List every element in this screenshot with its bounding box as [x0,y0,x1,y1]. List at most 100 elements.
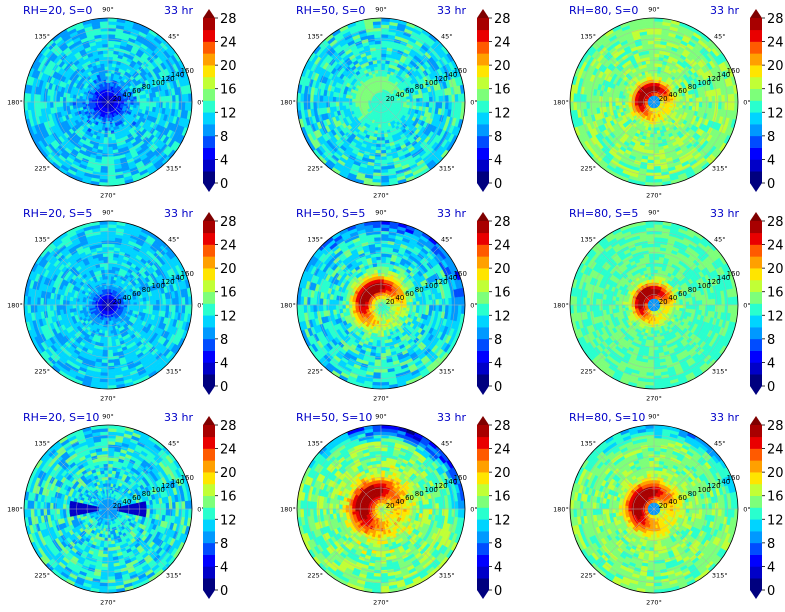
colorbar-segment [203,41,215,54]
contour-cell [338,101,343,107]
contour-cell [309,101,314,110]
colorbar-segment [750,65,762,78]
angle-label: 135° [580,33,596,41]
contour-cell [361,99,366,103]
contour-cell [107,59,113,64]
colorbar-segment [750,100,762,113]
contour-cell [648,153,655,158]
contour-cell [711,101,716,109]
contour-cell [646,33,655,38]
contour-cell [107,166,116,171]
contour-cell [624,98,629,103]
contour-cell [653,40,661,45]
contour-cell [380,56,386,61]
contour-cell [682,98,687,103]
contour-cell [81,99,86,103]
contour-cell [146,97,151,103]
radial-tick-label: 80 [142,83,151,91]
contour-cell [380,146,387,151]
contour-cell [380,66,385,71]
contour-cell [69,97,73,103]
contour-cell [107,46,114,51]
radial-tick-label: 80 [415,83,424,91]
contour-cell [325,96,330,103]
contour-cell [39,101,44,110]
contour-cell [432,101,437,108]
polar-frame [296,17,466,187]
contour-cell [419,101,424,107]
contour-cell [708,95,713,103]
contour-cell [461,101,465,112]
contour-cell [104,69,109,74]
contour-cell [647,156,655,161]
contour-cell [653,53,660,58]
contour-cell [608,97,613,103]
contour-cell [374,159,382,164]
contour-cell [380,40,388,45]
contour-cell [100,166,109,171]
contour-cell [373,166,382,171]
contour-cell [378,117,382,122]
contour-cell [650,133,655,138]
contour-cell [380,85,383,90]
contour-cell [175,101,180,110]
contour-cell [155,101,160,108]
contour-cell [653,140,659,145]
contour-cell [107,133,112,138]
contour-cell [175,94,180,103]
contour-cell [676,101,681,105]
contour-cell [627,99,632,103]
contour-cell [378,124,382,129]
contour-cell [682,101,687,106]
contour-cell [615,97,619,103]
angle-label: 90° [102,6,114,14]
contour-cell [615,101,619,107]
contour-cell [380,82,384,87]
contour-cell [152,96,157,103]
contour-cell [373,33,382,38]
radial-tick-label: 160 [181,67,194,75]
contour-cell [653,146,660,151]
contour-cell [102,46,109,51]
colorbar-segment [477,53,489,66]
contour-cell [718,101,723,110]
radial-tick-label: 20 [386,95,395,103]
colorbar-segment [477,18,489,31]
colorbar-extend-bottom [750,183,762,192]
contour-cell [380,69,385,74]
contour-cell [325,101,330,108]
contour-cell [123,101,128,105]
contour-cell [618,98,623,103]
contour-cell [637,100,642,103]
contour-cell [685,101,690,106]
contour-cell [155,96,160,103]
radial-tick-label: 40 [122,91,131,99]
radial-tick-label: 60 [405,87,414,95]
contour-cell [375,50,382,55]
contour-cell [721,101,726,110]
colorbar-tick-label: 28 [220,12,237,27]
contour-cell [701,96,706,103]
colorbar-tick-label: 16 [220,83,237,98]
contour-cell [107,146,114,151]
contour-cell [602,101,607,108]
contour-cell [380,143,386,148]
contour-cell [49,95,54,103]
panel-time: 33 hr [710,4,739,17]
colorbar-extend-bottom [203,183,215,192]
contour-cell [172,101,177,110]
contour-cell [107,85,110,90]
contour-cell [598,96,603,103]
contour-cell [380,50,387,55]
contour-cell [377,66,382,71]
contour-cell [621,98,626,103]
contour-cell [312,101,317,110]
contour-cell [136,98,141,103]
contour-cell [104,130,109,135]
contour-cell [653,166,662,171]
colorbar-segment [203,159,215,172]
contour-cell [165,101,170,109]
contour-cell [419,97,424,103]
